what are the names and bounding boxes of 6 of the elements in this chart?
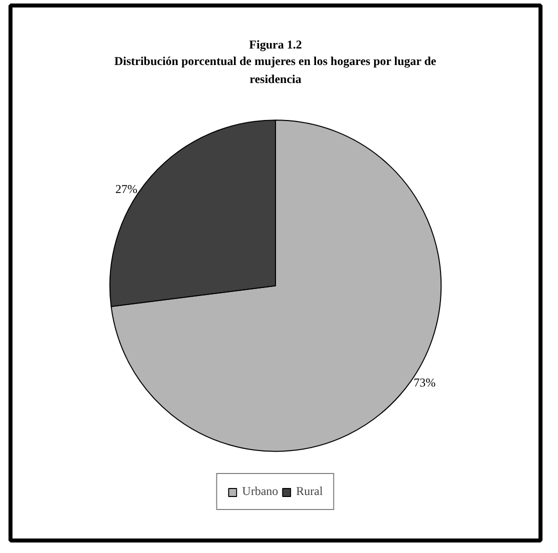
chart-subtitle: Distribución porcentual de mujeres en los hogares por lugar de residencia <box>114 54 437 86</box>
data-label: 73% <box>414 376 436 390</box>
legend-label: Rural <box>296 484 323 499</box>
chart-title: Figura 1.2 <box>249 37 302 52</box>
legend-label: Urbano <box>242 484 278 499</box>
data-label: 27% <box>115 182 138 196</box>
